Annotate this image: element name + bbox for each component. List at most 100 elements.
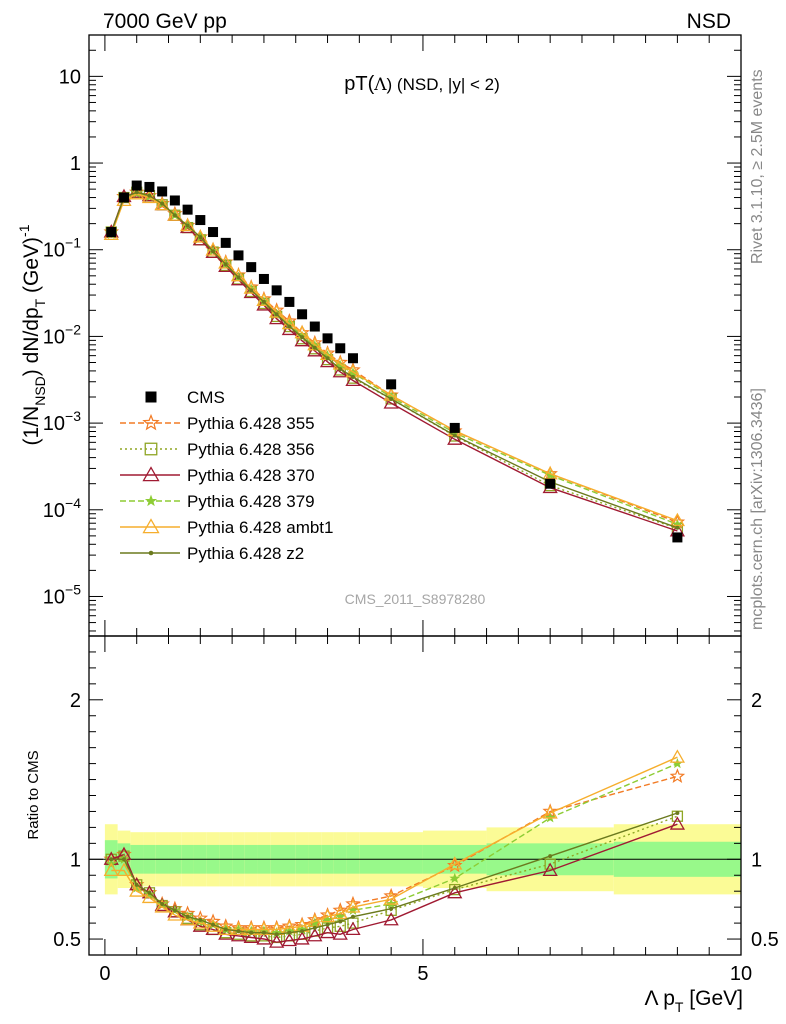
- legend-item-pythia-6-428-355: Pythia 6.428 355: [120, 413, 315, 433]
- ratio-point-pythia-6-428-z2-6: [185, 914, 190, 919]
- ratio-point-pythia-6-428-370-23: [669, 816, 686, 830]
- x-tick-label-1: 5: [417, 963, 428, 985]
- main-point-cms-2: [131, 180, 142, 191]
- main-y-axis-label: (1/NNSD) dN/dpT (GeV)-1: [16, 224, 48, 445]
- main-point-cms-10: [233, 250, 244, 261]
- main-point-pythia-6-428-z2-17: [325, 356, 330, 361]
- main-point-pythia-6-428-z2-3: [147, 193, 152, 198]
- legend-item-pythia-6-428-356: Pythia 6.428 356: [120, 440, 315, 459]
- main-point-pythia-6-428-z2-4: [160, 201, 165, 206]
- main-point-pythia-6-428-ambt1-5: [167, 207, 183, 221]
- legend-item-cms: CMS: [145, 388, 225, 407]
- ratio-point-pythia-6-428-z2-11: [249, 930, 254, 935]
- main-point-cms-17: [322, 333, 333, 344]
- ratio-point-pythia-6-428-z2-13: [274, 932, 279, 937]
- ratio-point-pythia-6-428-z2-10: [236, 929, 241, 934]
- main-point-cms-4: [157, 186, 168, 197]
- ratio-point-pythia-6-428-370-5: [167, 904, 183, 918]
- ratio-point-pythia-6-428-370-17: [319, 924, 336, 939]
- ratio-point-pythia-6-428-z2-0: [109, 857, 114, 862]
- main-point-pythia-6-428-370-6: [179, 219, 196, 234]
- main-point-cms-5: [169, 195, 180, 206]
- ratio-point-pythia-6-428-370-11: [243, 929, 259, 943]
- main-point-cms-9: [220, 237, 231, 248]
- main-point-pythia-6-428-ambt1-8: [205, 242, 221, 256]
- ratio-point-pythia-6-428-370-8: [205, 921, 221, 936]
- ratio-point-pythia-6-428-ambt1-18: [332, 905, 348, 920]
- ratio-point-pythia-6-428-z2-7: [198, 917, 203, 922]
- main-point-pythia-6-428-ambt1-22: [542, 466, 558, 480]
- main-y-tick-label-6: 10−5: [43, 581, 81, 608]
- main-point-cms-18: [335, 343, 346, 354]
- ratio-y-tick-label-2: 2: [70, 690, 81, 712]
- main-point-cms-0: [106, 227, 117, 238]
- main-point-pythia-6-428-z2-13: [274, 312, 279, 317]
- ratio-y-axis-label: Ratio to CMS: [25, 750, 42, 839]
- ratio-series-pythia-6-428-z2: [109, 811, 680, 937]
- main-y-tick-label-0: 10: [59, 66, 81, 88]
- x-tick-label-0: 0: [99, 963, 110, 985]
- legend-item-pythia-6-428-370: Pythia 6.428 370: [120, 466, 315, 485]
- main-point-pythia-6-428-z2-21: [452, 433, 457, 438]
- ratio-point-pythia-6-428-370-13: [269, 934, 285, 948]
- main-point-pythia-6-428-ambt1-4: [154, 196, 170, 211]
- legend-label-pythia-6-428-379: Pythia 6.428 379: [187, 492, 315, 511]
- main-y-tick-label-4: 10−3: [43, 408, 81, 435]
- main-y-tick-label-5: 10−4: [43, 495, 81, 522]
- ratio-point-pythia-6-428-z2-17: [325, 922, 330, 927]
- ratio-series-pythia-6-428-ambt1: [103, 749, 686, 936]
- main-point-pythia-6-428-370-20: [383, 395, 399, 409]
- ratio-point-pythia-6-428-370-7: [192, 918, 208, 932]
- ratio-point-pythia-6-428-z2-4: [160, 901, 165, 906]
- main-point-cms-23: [672, 532, 683, 543]
- ratio-point-pythia-6-428-z2-8: [211, 922, 216, 927]
- main-point-cms-8: [208, 227, 219, 238]
- main-point-cms-15: [297, 309, 308, 320]
- legend-label-pythia-6-428-z2: Pythia 6.428 z2: [187, 544, 304, 563]
- ratio-point-pythia-6-428-z2-20: [389, 906, 394, 911]
- legend-label-pythia-6-428-355: Pythia 6.428 355: [187, 414, 315, 433]
- ratio-point-pythia-6-428-ambt1-5: [167, 907, 183, 921]
- ratio-y-tick-label-right-1: 1: [751, 849, 762, 871]
- ratio-point-pythia-6-428-z2-9: [223, 927, 228, 932]
- ratio-point-pythia-6-428-370-9: [218, 926, 234, 940]
- ratio-point-pythia-6-428-379-21: [449, 872, 461, 884]
- ratio-point-pythia-6-428-370-19: [345, 921, 361, 936]
- main-point-cms-14: [284, 296, 295, 307]
- legend-marker-pythia-6-428-356: [144, 442, 158, 456]
- x-axis-label: Λ pT [GeV]: [645, 987, 743, 1015]
- ratio-plot: 0.5 0.5 1 1 2 2 0 5 10 Ratio to CMS Λ pT [GeV]: [25, 635, 779, 1015]
- ratio-point-pythia-6-428-370-16: [307, 928, 323, 942]
- ratio-y-tick-label-right-0: 0.5: [751, 929, 779, 951]
- main-plot: 10 1 10−1 10−2 10−3 10−4 10−5 pT(Λ) (NSD, |y| …: [16, 34, 742, 637]
- main-point-cms-16: [309, 321, 320, 332]
- main-point-pythia-6-428-z2-12: [261, 299, 266, 304]
- ratio-point-pythia-6-428-370-20: [383, 912, 399, 926]
- main-point-pythia-6-428-ambt1-9: [218, 255, 234, 269]
- ratio-point-pythia-6-428-ambt1-10: [230, 921, 247, 936]
- analysis-id: CMS_2011_S8978280: [345, 591, 486, 607]
- main-point-pythia-6-428-ambt1-3: [141, 189, 158, 204]
- main-point-cms-21: [449, 422, 460, 433]
- ratio-y-tick-label-1: 1: [70, 849, 81, 871]
- legend-item-pythia-6-428-ambt1: Pythia 6.428 ambt1: [120, 518, 333, 537]
- ratio-point-pythia-6-428-ambt1-6: [179, 912, 196, 926]
- ratio-frame: [88, 635, 742, 956]
- main-point-pythia-6-428-z2-18: [338, 367, 343, 372]
- legend-marker-pythia-6-428-370: [142, 466, 160, 482]
- ratio-point-pythia-6-428-ambt1-0: [103, 862, 119, 876]
- main-y-tick-label-2: 10−1: [43, 235, 81, 262]
- main-point-cms-13: [271, 285, 282, 296]
- ratio-point-pythia-6-428-z2-19: [350, 914, 355, 919]
- ratio-point-pythia-6-428-370-12: [256, 931, 272, 945]
- ratio-point-pythia-6-428-356-22: [544, 858, 556, 870]
- ratio-point-pythia-6-428-370-10: [230, 928, 247, 942]
- ratio-point-pythia-6-428-z2-1: [121, 857, 126, 862]
- ratio-y-tick-label-0: 0.5: [53, 929, 81, 951]
- ratio-point-pythia-6-428-z2-21: [452, 886, 457, 891]
- ratio-point-pythia-6-428-379-23: [672, 757, 683, 769]
- ratio-point-pythia-6-428-z2-22: [548, 854, 553, 859]
- mcplots-caption: mcplots.cern.ch [arXiv:1306.3436]: [749, 388, 766, 630]
- ratio-point-pythia-6-428-ambt1-20: [383, 891, 399, 905]
- main-point-pythia-6-428-z2-11: [249, 288, 254, 293]
